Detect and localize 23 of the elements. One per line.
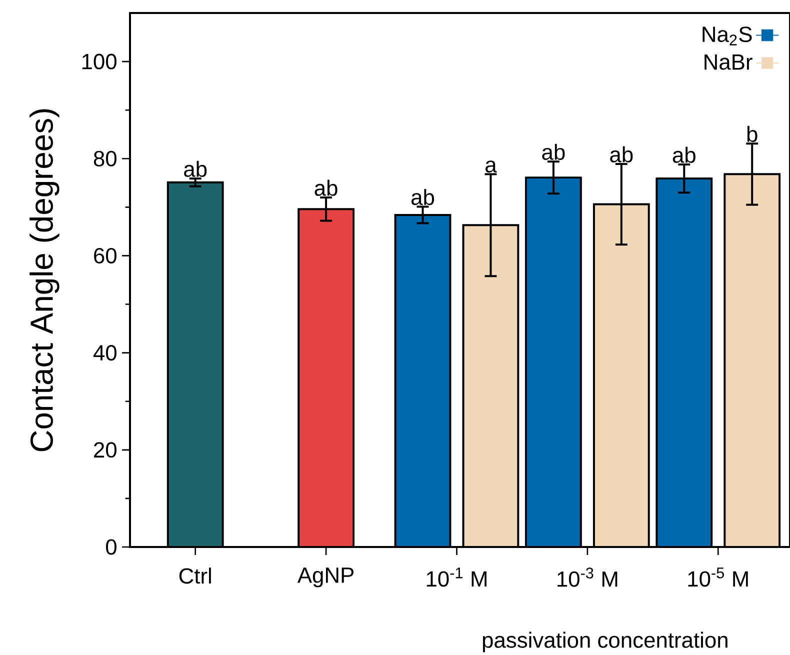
x-axis-title: passivation concentration	[482, 632, 728, 652]
y-tick-label: 0	[106, 539, 116, 555]
y-tick-label: 60	[94, 248, 116, 264]
y-axis-title: Contact Angle (degrees)	[30, 109, 60, 452]
annotation: b	[747, 126, 758, 142]
y-tick-label: 40	[93, 345, 116, 361]
x-tick-label: AgNP	[297, 568, 354, 588]
y-tick-label: 20	[94, 442, 116, 458]
x-tick-label: 10$^{-1}$ M	[426, 568, 486, 587]
annotation: ab	[672, 146, 696, 163]
x-tick-label: 10$^{-3}$ M	[558, 568, 618, 587]
y-tick-label: 80	[94, 150, 116, 166]
annotation: ab	[610, 146, 633, 162]
legend-label: NaBr	[704, 54, 752, 70]
legend-label: Na$_{2}$S	[702, 26, 752, 46]
annotation: ab	[412, 189, 434, 206]
y-tick-label: 100	[82, 54, 116, 70]
annotation: ab	[542, 144, 565, 160]
annotation: ab	[314, 180, 338, 196]
annotation: ab	[184, 160, 207, 177]
x-tick-label: Ctrl	[179, 568, 211, 584]
x-tick-label: 10$^{-5}$ M	[688, 568, 748, 587]
annotation: a	[486, 160, 497, 173]
